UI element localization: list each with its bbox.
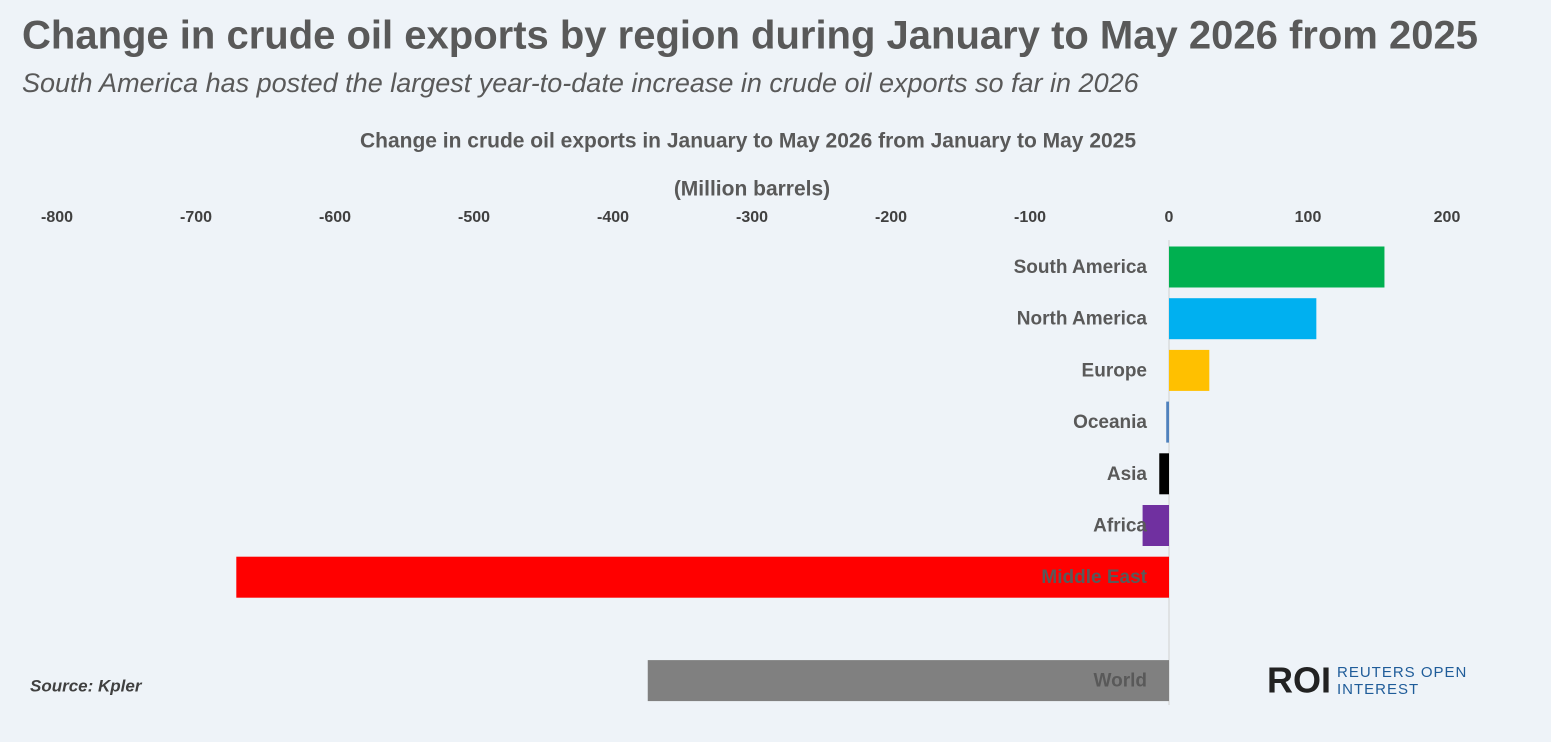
- page-title: Change in crude oil exports by region du…: [22, 14, 1478, 58]
- x-tick-label: -200: [875, 209, 907, 226]
- category-label: World: [1094, 671, 1147, 692]
- category-label: North America: [1017, 309, 1148, 330]
- chart-title: Change in crude oil exports in January t…: [360, 130, 1136, 153]
- category-label: Asia: [1107, 464, 1148, 485]
- x-tick-label: -500: [458, 209, 490, 226]
- bar: [236, 556, 1169, 598]
- logo-text: REUTERS OPEN: [1337, 664, 1467, 681]
- source: Source: Kpler: [30, 676, 143, 695]
- x-tick-label: -800: [41, 209, 73, 226]
- category-label: South America: [1014, 257, 1148, 278]
- category-label: Middle East: [1041, 567, 1147, 588]
- axis-label: (Million barrels): [674, 178, 830, 201]
- x-tick-label: -400: [597, 209, 629, 226]
- x-tick-label: 100: [1295, 209, 1322, 226]
- x-tick-label: -700: [180, 209, 212, 226]
- x-tick-label: -100: [1014, 209, 1046, 226]
- x-tick-label: 0: [1165, 209, 1174, 226]
- category-label: Europe: [1082, 360, 1147, 381]
- logo-text: INTEREST: [1337, 681, 1419, 698]
- bar: [1169, 349, 1210, 391]
- bar: [1166, 401, 1169, 443]
- x-tick-label: -300: [736, 209, 768, 226]
- category-label: Africa: [1093, 516, 1147, 537]
- category-label: Oceania: [1073, 412, 1147, 433]
- bar: [647, 660, 1169, 702]
- bar: [1142, 505, 1169, 546]
- bar: [1169, 298, 1317, 340]
- bar: [1159, 453, 1169, 495]
- x-tick-label: 200: [1434, 209, 1461, 226]
- page-subtitle: South America has posted the largest yea…: [22, 68, 1140, 98]
- logo-mark: ROI: [1267, 660, 1331, 701]
- bar: [1169, 246, 1385, 288]
- x-tick-label: -600: [319, 209, 351, 226]
